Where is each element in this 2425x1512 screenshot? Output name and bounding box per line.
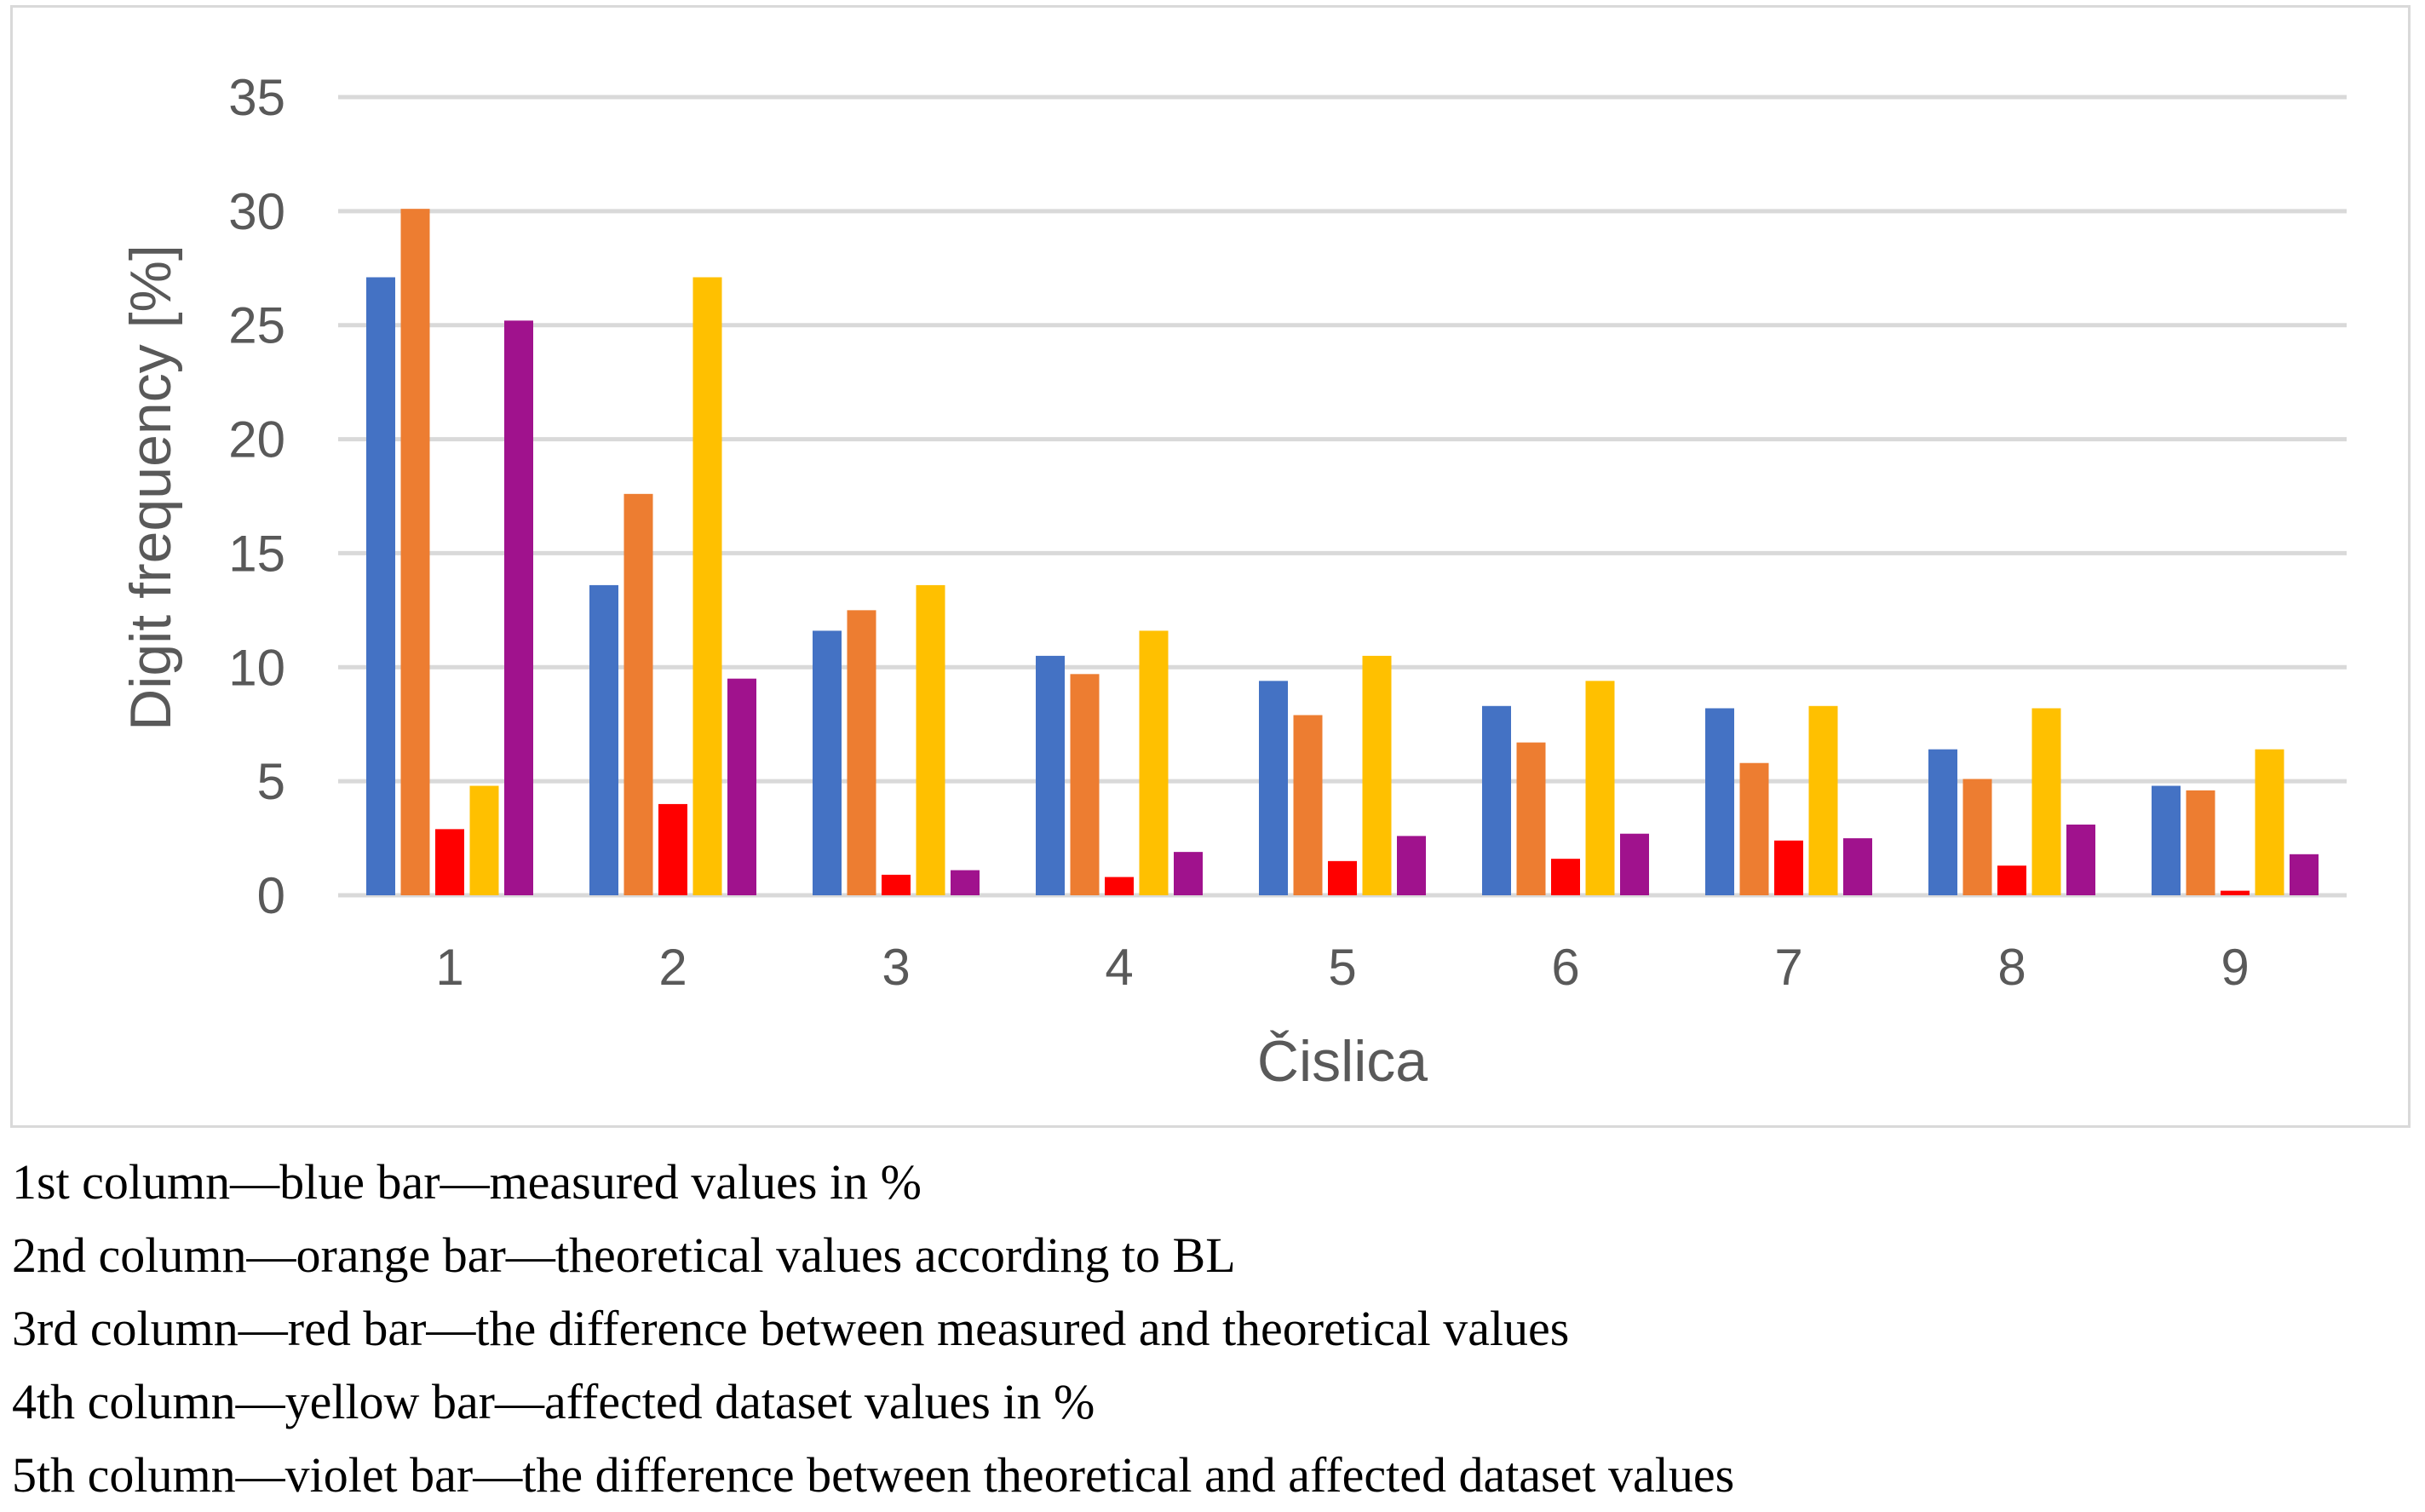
bar <box>1397 836 1426 895</box>
y-tick-label: 5 <box>257 753 285 810</box>
bar <box>1328 860 1357 895</box>
bars <box>366 209 2319 896</box>
bar <box>2290 854 2319 895</box>
bar <box>2255 749 2284 895</box>
bar <box>1928 749 1957 895</box>
x-tick-label: 8 <box>1997 939 2026 996</box>
bar <box>589 584 618 895</box>
bar <box>1036 655 1065 895</box>
bar <box>658 803 687 895</box>
x-tick-label: 4 <box>1105 939 1133 996</box>
bar <box>882 874 911 895</box>
bar <box>1259 681 1288 895</box>
y-axis-title: Digit frequency [%] <box>118 244 183 731</box>
chart-frame: 0 5 10 15 20 25 30 35 1 2 3 4 5 6 7 8 9 Čislica Digit f… <box>10 5 2411 1128</box>
bar <box>1585 681 1615 895</box>
y-tick-label: 0 <box>257 867 285 924</box>
x-tick-label: 3 <box>882 939 910 996</box>
y-tick-label: 30 <box>228 183 285 240</box>
x-tick-label: 7 <box>1774 939 1802 996</box>
bar <box>1139 630 1169 895</box>
bar <box>2186 790 2215 895</box>
bar <box>727 678 756 895</box>
bar <box>623 493 653 895</box>
bar <box>1620 833 1649 895</box>
y-tick-labels: 0 5 10 15 20 25 30 35 <box>228 69 285 924</box>
x-tick-label: 2 <box>658 939 687 996</box>
x-tick-labels: 1 2 3 4 5 6 7 8 9 <box>435 939 2249 996</box>
bar <box>916 584 945 895</box>
bar <box>1997 865 2026 895</box>
x-axis-title: Čislica <box>1257 1029 1428 1094</box>
y-tick-label: 10 <box>228 639 285 696</box>
x-tick-label: 9 <box>2221 939 2249 996</box>
caption-line-4: 4th column—yellow bar—affected dataset v… <box>12 1374 1095 1429</box>
bar <box>1516 742 1546 895</box>
bar <box>1774 840 1803 895</box>
bar <box>813 630 842 895</box>
bar <box>435 829 464 895</box>
bar <box>692 277 722 896</box>
bar <box>951 870 980 895</box>
x-tick-label: 5 <box>1328 939 1356 996</box>
bar <box>1362 655 1392 895</box>
caption-line-2: 2nd column—orange bar—theoretical values… <box>12 1227 1236 1283</box>
x-tick-label: 6 <box>1551 939 1579 996</box>
bar <box>469 785 499 895</box>
caption-line-5: 5th column—violet bar—the difference bet… <box>12 1447 1735 1503</box>
bar <box>1174 852 1203 895</box>
bar <box>400 209 430 895</box>
y-tick-label: 15 <box>228 525 285 582</box>
bar <box>1808 705 1838 895</box>
bar <box>1843 838 1872 895</box>
caption-line-1: 1st column—blue bar—measured values in % <box>12 1154 922 1210</box>
bar <box>847 610 876 895</box>
bar <box>2031 708 2061 895</box>
bar <box>366 277 395 896</box>
bar <box>504 320 533 895</box>
caption-line-3: 3rd column—red bar—the difference betwee… <box>12 1301 1570 1356</box>
bar <box>2152 785 2181 895</box>
bar <box>1739 762 1769 895</box>
gridlines <box>338 95 2347 898</box>
bar <box>1105 877 1134 895</box>
bar <box>2221 890 2250 895</box>
bar <box>1482 705 1511 895</box>
y-tick-label: 25 <box>228 297 285 354</box>
bar <box>1551 859 1580 895</box>
figure-caption: 1st column—blue bar—measured values in %… <box>12 1146 1734 1512</box>
bar <box>2066 825 2095 895</box>
bar <box>1293 715 1323 895</box>
y-tick-label: 20 <box>228 411 285 469</box>
bar <box>1962 779 1992 895</box>
bar <box>1070 674 1100 895</box>
y-tick-label: 35 <box>228 69 285 126</box>
x-tick-label: 1 <box>435 939 463 996</box>
bar <box>1705 708 1734 895</box>
bar-chart: 0 5 10 15 20 25 30 35 1 2 3 4 5 6 7 8 9 Čislica Digit f… <box>118 69 2347 1094</box>
